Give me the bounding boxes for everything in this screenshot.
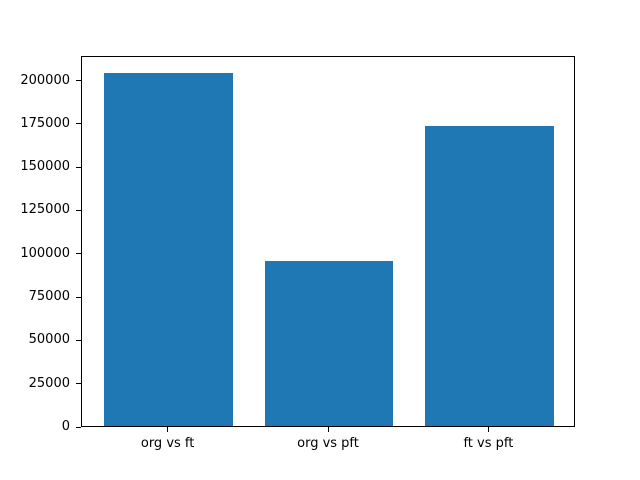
y-tick-mark: [76, 296, 81, 298]
y-tick-mark: [76, 123, 81, 125]
y-tick-mark: [76, 166, 81, 168]
y-tick-label: 0: [61, 419, 70, 434]
y-tick-label: 75000: [28, 289, 70, 305]
x-tick-label: org vs ft: [140, 436, 195, 451]
x-tick-label: ft vs pft: [463, 436, 514, 451]
y-tick-label: 25000: [28, 375, 70, 391]
y-tick-label: 125000: [20, 202, 70, 218]
y-tick-mark: [76, 253, 81, 255]
x-tick-mark: [167, 427, 169, 432]
y-tick-mark: [76, 383, 81, 385]
bar: [104, 72, 233, 426]
x-tick-label: org vs pft: [297, 436, 359, 451]
y-tick-mark: [76, 426, 81, 428]
bar: [264, 261, 394, 426]
y-tick-label: 100000: [20, 245, 70, 261]
bar: [425, 126, 554, 426]
y-tick-label: 200000: [20, 72, 70, 88]
x-tick-mark: [487, 427, 489, 432]
plot-area: [81, 56, 575, 427]
y-tick-mark: [76, 209, 81, 211]
y-tick-label: 150000: [20, 159, 70, 175]
x-tick-mark: [327, 427, 329, 432]
y-tick-mark: [76, 80, 81, 82]
y-tick-label: 175000: [20, 115, 70, 131]
y-tick-label: 50000: [28, 332, 70, 348]
y-tick-mark: [76, 339, 81, 341]
